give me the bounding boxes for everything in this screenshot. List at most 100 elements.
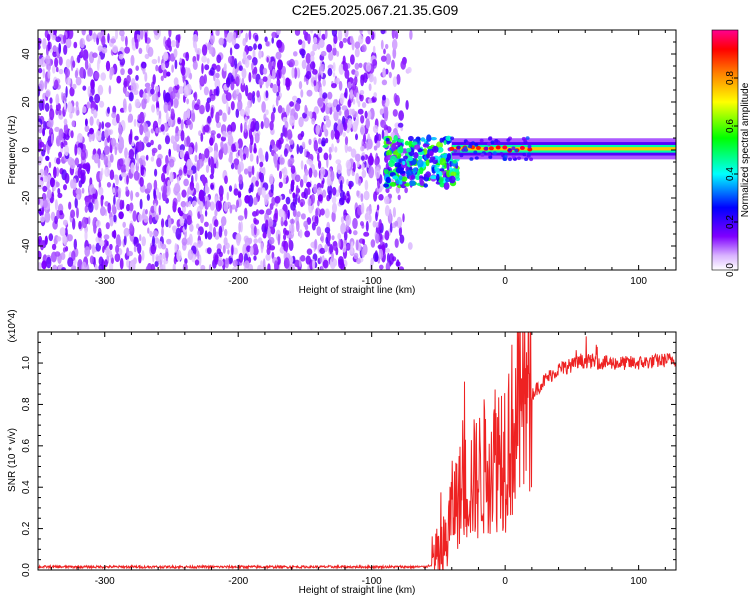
- heatmap-cell: [268, 61, 273, 71]
- heatmap-cell: [426, 153, 430, 159]
- heatmap-cell: [124, 157, 130, 167]
- heatmap-cell: [383, 109, 389, 122]
- heatmap-cell: [294, 30, 301, 36]
- heatmap-cell: [249, 153, 254, 162]
- heatmap-cell: [124, 147, 128, 159]
- heatmap-cell: [244, 207, 248, 220]
- heatmap-cell: [384, 205, 390, 217]
- heatmap-cell: [173, 77, 179, 86]
- heatmap-cell: [75, 76, 82, 86]
- heatmap-cell: [42, 185, 48, 192]
- heatmap-cell: [324, 244, 328, 253]
- heatmap-cell: [118, 121, 122, 130]
- heatmap-cell: [39, 80, 45, 92]
- heatmap-cell: [449, 175, 456, 184]
- heatmap-cell: [177, 34, 181, 44]
- heatmap-cell: [331, 30, 338, 37]
- heatmap-cell: [187, 169, 194, 176]
- heatmap-cell: [332, 240, 338, 251]
- heatmap-cell: [63, 219, 68, 226]
- heatmap-cell: [165, 92, 171, 103]
- heatmap-cell: [271, 37, 275, 44]
- heatmap-cell: [365, 36, 371, 45]
- heatmap-cell: [268, 236, 275, 245]
- heatmap-cell: [44, 102, 50, 112]
- spectrogram-y-tick-label: -40: [21, 238, 32, 253]
- heatmap-cell: [165, 185, 171, 196]
- heatmap-cell: [354, 47, 360, 58]
- heatmap-cell: [356, 160, 360, 168]
- heatmap-cell: [511, 155, 516, 159]
- heatmap-cell: [215, 86, 220, 97]
- heatmap-cell: [372, 45, 376, 54]
- heatmap-cell: [521, 136, 526, 141]
- heatmap-cell: [156, 157, 162, 168]
- heatmap-cell: [88, 216, 91, 225]
- heatmap-cell: [407, 66, 412, 74]
- heatmap-cell: [67, 257, 74, 268]
- heatmap-cell: [320, 63, 325, 72]
- heatmap-cell: [115, 235, 121, 247]
- snr-y-tick-label: 1.0: [21, 356, 32, 370]
- heatmap-cell: [81, 216, 88, 229]
- heatmap-cell: [42, 38, 47, 50]
- heatmap-cell: [405, 100, 409, 110]
- heatmap-cell: [55, 93, 60, 106]
- heatmap-cell: [161, 243, 167, 250]
- heatmap-cell: [79, 37, 85, 49]
- heatmap-cell: [52, 65, 56, 74]
- heatmap-cell: [40, 197, 44, 208]
- heatmap-cell: [265, 208, 272, 216]
- heatmap-cell: [503, 154, 508, 159]
- heatmap-cell: [55, 102, 61, 112]
- heatmap-cell: [266, 56, 269, 63]
- heatmap-cell: [374, 134, 378, 144]
- heatmap-cell: [380, 55, 387, 62]
- carrier-core: [451, 147, 676, 151]
- heatmap-cell: [104, 129, 109, 139]
- heatmap-cell: [508, 157, 512, 162]
- heatmap-cell: [267, 263, 271, 270]
- heatmap-cell: [200, 213, 204, 224]
- heatmap-cell: [167, 101, 172, 112]
- heatmap-cell: [304, 148, 307, 157]
- heatmap-cell: [223, 237, 228, 246]
- heatmap-cell: [271, 68, 276, 80]
- heatmap-cell: [171, 64, 175, 73]
- heatmap-cell: [44, 79, 48, 90]
- heatmap-cell: [395, 261, 401, 267]
- heatmap-cell: [170, 40, 177, 48]
- heatmap-cell: [314, 238, 318, 250]
- heatmap-cell: [254, 132, 260, 144]
- heatmap-cell: [129, 202, 134, 212]
- heatmap-cell: [383, 48, 386, 55]
- heatmap-cell: [50, 177, 55, 188]
- heatmap-cell: [338, 63, 345, 75]
- heatmap-cell: [322, 189, 327, 198]
- heatmap-cell: [253, 43, 257, 50]
- heatmap-cell: [376, 140, 381, 148]
- heatmap-cell: [113, 214, 117, 223]
- heatmap-cell: [70, 182, 75, 188]
- heatmap-cell: [38, 67, 43, 74]
- heatmap-cell: [298, 145, 304, 154]
- heatmap-cell: [358, 62, 363, 68]
- heatmap-cell: [326, 176, 332, 187]
- heatmap-cell: [58, 109, 62, 116]
- heatmap-cell: [152, 74, 156, 85]
- heatmap-cell: [293, 59, 299, 67]
- heatmap-cell: [73, 41, 78, 49]
- heatmap-cell: [399, 145, 404, 153]
- heatmap-cell: [282, 76, 286, 86]
- heatmap-cell: [357, 108, 364, 115]
- heatmap-cell: [191, 112, 196, 123]
- heatmap-cell: [132, 210, 137, 222]
- heatmap-cell: [118, 53, 124, 60]
- heatmap-cell: [240, 122, 243, 133]
- heatmap-cell: [95, 236, 102, 244]
- heatmap-cell: [232, 67, 236, 78]
- heatmap-cell: [284, 127, 288, 138]
- heatmap-cell: [65, 246, 69, 252]
- heatmap-cell: [283, 148, 288, 157]
- heatmap-cell: [76, 193, 80, 200]
